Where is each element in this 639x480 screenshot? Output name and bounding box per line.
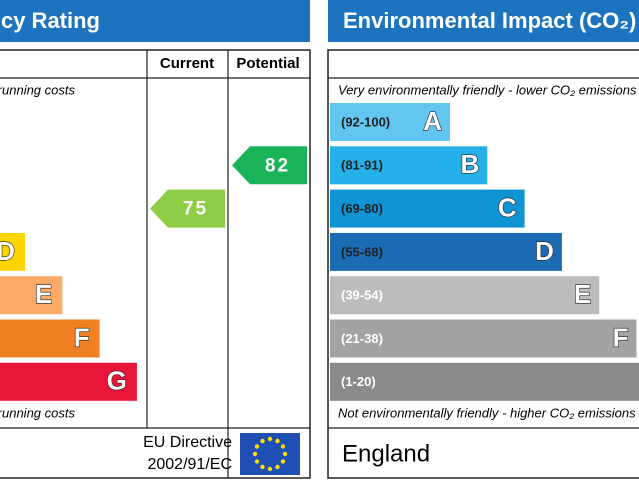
energy-header <box>0 0 310 42</box>
bottom-note: Not environmentally friendly - higher CO… <box>338 405 636 420</box>
footer-text: EU Directive <box>143 434 232 451</box>
band-range: (69-80) <box>341 201 383 216</box>
band-letter: E <box>35 279 52 309</box>
score-arrow <box>232 146 307 185</box>
score-label: 82 <box>265 155 290 176</box>
star <box>280 459 286 464</box>
band <box>330 362 639 401</box>
band-range: (1-20) <box>341 374 376 389</box>
top-note: Very environmentally friendly - lower CO… <box>338 82 637 97</box>
band-range: (39-54) <box>341 288 383 303</box>
band-range: (55-68) <box>341 244 383 259</box>
star <box>282 451 288 457</box>
band-range: (92-100) <box>341 114 390 129</box>
band <box>330 276 600 315</box>
star <box>280 444 286 449</box>
bottom-note: Not energy efficient - higher running co… <box>0 405 75 420</box>
band-letter: F <box>74 322 90 352</box>
score-label: 75 <box>183 199 208 220</box>
column-header: Current <box>160 55 214 72</box>
env-frame <box>327 49 639 479</box>
score-arrow <box>150 189 225 228</box>
energy-title: Energy Efficiency Rating <box>0 8 100 33</box>
band-letter: E <box>574 279 591 309</box>
eu-flag <box>240 433 300 475</box>
band <box>0 319 100 358</box>
star <box>267 466 273 472</box>
star <box>254 459 260 464</box>
star <box>275 438 280 444</box>
band-range: (21-38) <box>341 331 383 346</box>
band <box>330 146 488 185</box>
band <box>330 189 525 228</box>
star <box>252 451 258 457</box>
band <box>330 319 637 358</box>
band <box>0 232 25 271</box>
top-note: Very energy efficient - lower running co… <box>0 82 75 97</box>
band-letter: B <box>461 149 480 179</box>
band-letter: C <box>498 192 517 222</box>
star <box>267 436 273 442</box>
band <box>330 103 450 141</box>
footer-text: 2002/91/EC <box>147 456 232 473</box>
band-letter: D <box>535 236 554 266</box>
band <box>0 276 63 315</box>
star <box>254 444 260 449</box>
energy-frame <box>0 49 311 479</box>
band-letter: D <box>0 236 15 266</box>
star <box>275 464 280 470</box>
band-range: (81-91) <box>341 158 383 173</box>
env-title: Environmental Impact (CO₂) Rating <box>343 8 639 33</box>
env-header <box>328 0 639 42</box>
band <box>330 232 562 271</box>
band-letter: F <box>613 322 629 352</box>
star <box>260 438 265 444</box>
band-letter: A <box>423 106 442 136</box>
footer-text: England <box>342 440 430 467</box>
star <box>260 464 265 470</box>
column-header: Potential <box>236 55 299 72</box>
band <box>0 362 137 401</box>
band-letter: G <box>107 366 127 396</box>
